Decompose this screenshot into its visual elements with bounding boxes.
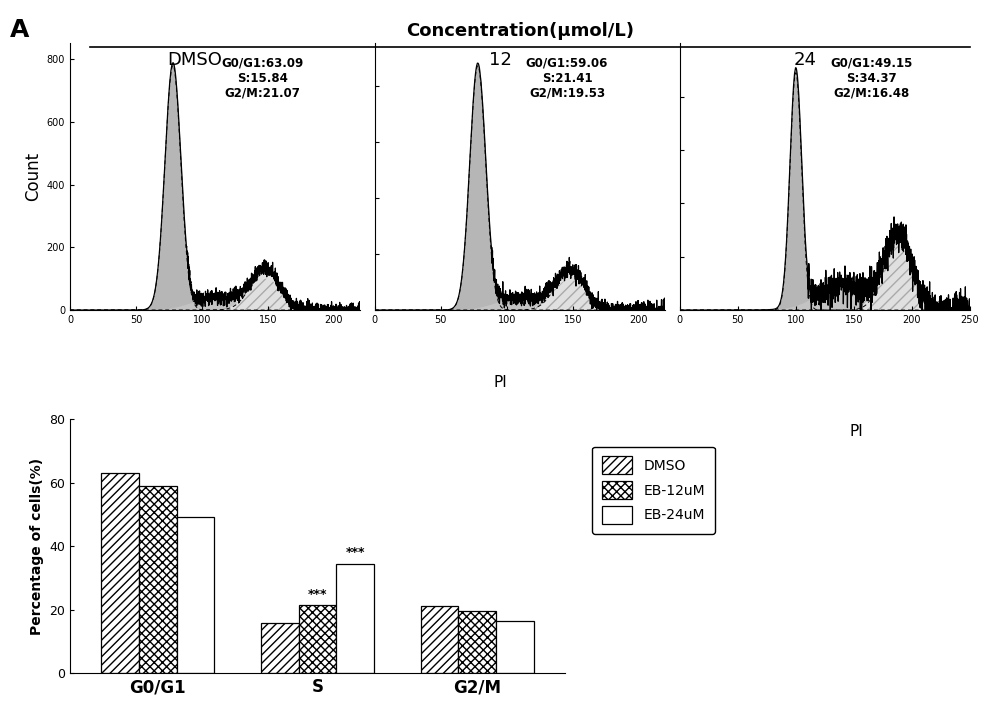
Legend: DMSO, EB-12uM, EB-24uM: DMSO, EB-12uM, EB-24uM: [592, 447, 715, 534]
Text: 12: 12: [489, 51, 511, 69]
Bar: [458, 611, 496, 673]
Text: ***: ***: [308, 588, 327, 601]
Bar: [421, 607, 458, 673]
Bar: [299, 605, 336, 673]
Bar: [336, 564, 374, 673]
Text: Concentration(μmol/L): Concentration(μmol/L): [406, 22, 634, 40]
Text: A: A: [10, 18, 29, 42]
Text: DMSO: DMSO: [168, 51, 222, 69]
Text: 24: 24: [794, 51, 816, 69]
Y-axis label: Count: Count: [24, 152, 42, 201]
Text: G0/G1:59.06
S:21.41
G2/M:19.53: G0/G1:59.06 S:21.41 G2/M:19.53: [526, 56, 608, 100]
Text: G0/G1:63.09
S:15.84
G2/M:21.07: G0/G1:63.09 S:15.84 G2/M:21.07: [221, 56, 303, 100]
Bar: [177, 518, 214, 673]
Bar: [139, 486, 177, 673]
Text: ***: ***: [345, 547, 365, 560]
Bar: [101, 473, 139, 673]
Bar: [261, 623, 299, 673]
Bar: [496, 621, 534, 673]
Text: PI: PI: [493, 375, 507, 390]
Text: PI: PI: [850, 424, 863, 439]
Text: G0/G1:49.15
S:34.37
G2/M:16.48: G0/G1:49.15 S:34.37 G2/M:16.48: [831, 56, 913, 100]
Y-axis label: Percentage of cells(%): Percentage of cells(%): [30, 458, 44, 635]
